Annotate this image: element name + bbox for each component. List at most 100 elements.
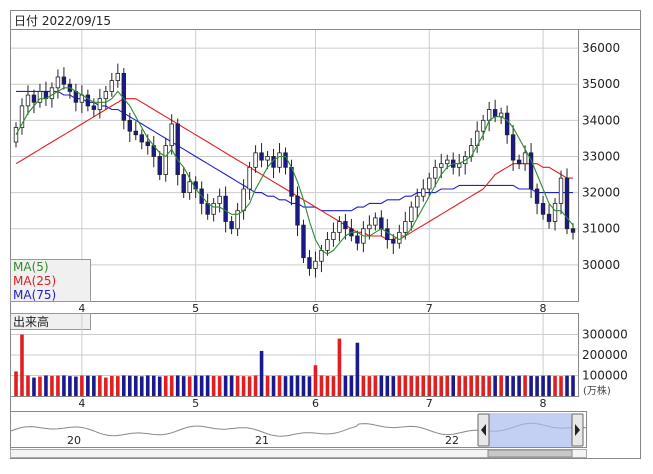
volume-title: 出来高 (13, 314, 49, 329)
volume-bars (14, 334, 575, 396)
volume-bar (235, 375, 240, 396)
candle (229, 216, 234, 235)
candle (163, 138, 168, 182)
candle (97, 88, 103, 119)
candle (31, 89, 37, 114)
candle (55, 69, 61, 99)
navigator-selected-range (489, 413, 572, 447)
candle-body (133, 130, 138, 136)
candle (301, 219, 306, 264)
volume-bar (265, 375, 270, 396)
candle-body (540, 203, 546, 215)
right-arrow-icon (575, 424, 580, 436)
candle-body (295, 195, 300, 226)
date-label: 日付 2022/09/15 (14, 14, 111, 28)
candle (331, 222, 336, 247)
candle-body (97, 98, 103, 110)
navigator-right-handle[interactable] (571, 413, 584, 447)
volume-bar (355, 342, 360, 396)
candle (133, 121, 138, 141)
volume-title-box (10, 313, 91, 330)
candle-body (397, 231, 402, 244)
candle (169, 114, 174, 155)
candle (235, 203, 240, 236)
price-y-tick-label: 33000 (582, 149, 620, 163)
volume-bar (313, 365, 318, 396)
candle (139, 129, 144, 150)
volume-bar (361, 375, 366, 396)
volume-y-tick-label: 200000 (582, 348, 628, 362)
volume-x-tick-label: 7 (426, 397, 433, 410)
volume-bar (20, 334, 24, 396)
volume-bar (553, 375, 557, 396)
volume-x-tick-label: 5 (192, 397, 199, 410)
candle-body (25, 94, 31, 107)
candle-body (223, 195, 228, 222)
volume-bar (385, 375, 390, 396)
candle-body (205, 203, 210, 215)
candle (181, 166, 186, 199)
volume-bar (547, 375, 551, 396)
volume-bar (487, 376, 491, 396)
candle (385, 218, 390, 249)
candle (343, 213, 348, 240)
price-x-tick-label: 6 (312, 302, 319, 315)
volume-bar (343, 375, 348, 396)
left-arrow-icon (481, 424, 486, 436)
volume-bar (26, 375, 30, 396)
price-x-axis: 456789 (78, 302, 546, 315)
candle (534, 183, 540, 215)
volume-x-axis: 456789 (78, 397, 546, 410)
candle (295, 186, 300, 236)
candle-body (49, 87, 55, 100)
volume-bar (427, 375, 432, 396)
volume-bar (199, 375, 204, 396)
volume-bar (38, 376, 42, 396)
candle-body (115, 72, 121, 81)
volume-bar (32, 377, 36, 396)
legend-ma75: MA(75) (13, 288, 56, 302)
volume-bar (565, 375, 569, 396)
volume-bar (104, 377, 108, 396)
candle (277, 143, 282, 173)
volume-bar (439, 376, 444, 396)
volume-bar (289, 375, 294, 396)
navigator-scrollbar-thumb[interactable] (487, 449, 573, 458)
candle-body (403, 221, 408, 233)
candle-body (486, 109, 492, 121)
candle (175, 118, 180, 186)
candle-body (391, 239, 396, 244)
volume-bar (14, 371, 18, 396)
volume-bar (139, 376, 144, 396)
volume-bar (331, 376, 336, 396)
candle (313, 251, 318, 278)
candle (253, 145, 258, 173)
candle-body (373, 217, 378, 226)
navigator-scrollbar-track[interactable] (10, 449, 587, 458)
candle-body (307, 257, 312, 269)
candle (109, 72, 115, 97)
legend-box (10, 259, 91, 302)
navigator-left-handle[interactable] (477, 413, 490, 447)
candle-body (319, 250, 324, 262)
candle-body (163, 145, 168, 175)
volume-bar (379, 375, 384, 396)
candle-body (313, 260, 318, 269)
volume-bar (253, 375, 258, 396)
candle-body (492, 109, 498, 118)
candle (516, 154, 522, 170)
volume-bar (217, 376, 222, 396)
volume-bar (325, 375, 330, 396)
candle-body (229, 221, 234, 230)
price-panel (10, 29, 579, 302)
candle-body (301, 224, 306, 259)
candle-body (175, 123, 180, 175)
candle (307, 250, 312, 276)
candle (427, 172, 432, 197)
volume-bar (56, 375, 60, 396)
candle-body (504, 112, 510, 136)
candle (552, 198, 558, 231)
candle-body (331, 231, 336, 240)
price-y-tick-label: 34000 (582, 113, 620, 127)
